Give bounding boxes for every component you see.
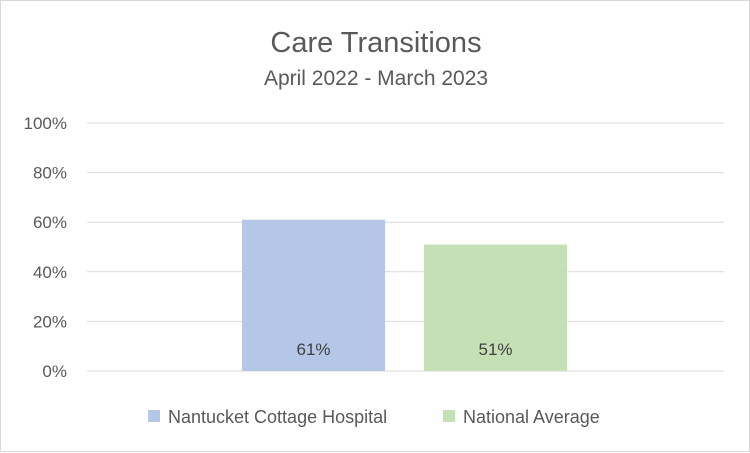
- y-axis-ticks: 0% 20% 40% 60% 80% 100%: [24, 114, 67, 381]
- y-tick-label-20: 20%: [33, 312, 67, 331]
- chart-title: Care Transitions: [270, 27, 481, 59]
- bar-2: [424, 244, 567, 371]
- legend-swatch-1: [148, 410, 160, 422]
- data-labels: 61% 51%: [296, 340, 512, 359]
- gridlines: [87, 122, 724, 372]
- chart-subtitle: April 2022 - March 2023: [264, 67, 488, 90]
- y-tick-label-60: 60%: [33, 213, 67, 232]
- y-tick-label-40: 40%: [33, 263, 67, 282]
- legend-label-2: National Average: [463, 407, 600, 427]
- data-label-2: 51%: [478, 340, 512, 359]
- bar-1: [242, 219, 385, 371]
- legend: Nantucket Cottage Hospital National Avera…: [148, 407, 600, 427]
- legend-label-1: Nantucket Cottage Hospital: [168, 407, 387, 427]
- y-tick-label-0: 0%: [42, 362, 67, 381]
- y-tick-label-100: 100%: [24, 114, 67, 133]
- data-label-1: 61%: [296, 340, 330, 359]
- bars: [242, 219, 567, 371]
- legend-swatch-2: [443, 410, 455, 422]
- y-tick-label-80: 80%: [33, 164, 67, 183]
